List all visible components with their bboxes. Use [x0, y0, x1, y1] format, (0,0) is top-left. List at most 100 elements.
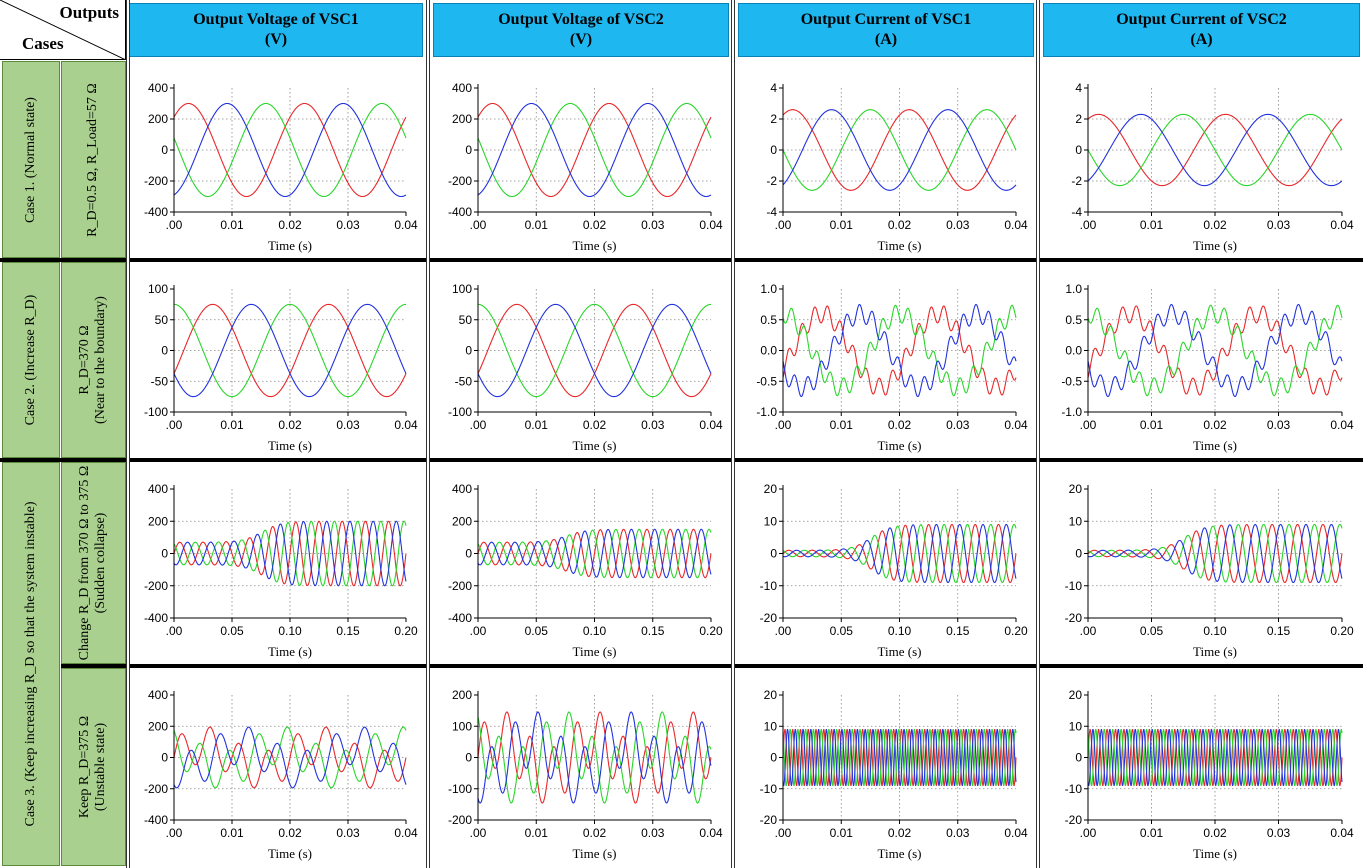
- y-tick-label: 50: [459, 313, 473, 327]
- corner-cell: Outputs Cases: [0, 0, 126, 60]
- case2-label: Case 2. (Increase R_D): [23, 294, 38, 426]
- series-line-green: [173, 102, 407, 198]
- case3a-subtitle-line1: Change R_D from 370 Ω to 375 Ω: [77, 465, 92, 661]
- x-tick-label: 0.03: [946, 218, 970, 232]
- x-tick-label: 0.02: [888, 826, 912, 840]
- y-tick-label: -100: [144, 405, 168, 419]
- x-tick-label: 0.02: [888, 218, 912, 232]
- series-line-blue: [782, 109, 1017, 191]
- series-line-red: [1087, 113, 1343, 187]
- series-line-red: [1087, 728, 1343, 787]
- x-tick-label: 0.04: [1004, 826, 1028, 840]
- series-line-blue: [173, 102, 407, 198]
- y-tick-label: -400: [144, 611, 168, 625]
- chart-vsc2-voltage-case2: 100 50 0 -50 -100.00 0.01 0.02 0.03 0.04 Time (s): [448, 282, 723, 453]
- grid: [478, 88, 711, 212]
- case3b-sub-cell: [61, 668, 126, 866]
- x-tick-label: 0.20: [699, 624, 723, 638]
- x-tick-label: 0.02: [583, 418, 607, 432]
- series-line-green: [1087, 728, 1343, 787]
- case2-sub-cell: [61, 262, 126, 458]
- x-tick-label: 0.03: [1267, 826, 1291, 840]
- x-axis-label: Time (s): [878, 238, 922, 253]
- x-tick-label: 0.03: [336, 218, 360, 232]
- x-tick-label: 0.01: [830, 218, 854, 232]
- series-line-red: [173, 726, 407, 789]
- x-axis-label: Time (s): [573, 438, 617, 453]
- y-tick-label: -20: [1065, 813, 1083, 827]
- x-tick-label: 0.02: [583, 218, 607, 232]
- series-line-green: [782, 109, 1017, 191]
- y-tick-label: 0.0: [760, 344, 777, 358]
- y-tick-label: 400: [452, 81, 472, 95]
- y-tick-label: 0: [465, 143, 472, 157]
- corner-cases-label: Cases: [22, 34, 64, 53]
- y-tick-label: 1.0: [760, 282, 777, 296]
- column-header-title: Output Current of VSC1: [800, 11, 972, 28]
- y-tick-label: -20: [1065, 611, 1083, 625]
- x-tick-label: .00: [166, 218, 183, 232]
- corner-diagonal: [0, 0, 126, 60]
- case3a-subtitle: Change R_D from 370 Ω to 375 Ω (Sudden c…: [77, 466, 109, 661]
- y-tick-label: 200: [452, 112, 472, 126]
- x-tick-label: .00: [1080, 826, 1097, 840]
- y-tick-label: 0: [465, 547, 472, 561]
- case2-subtitle-line2: (Near to the boundary): [93, 296, 108, 424]
- series-line-blue: [782, 303, 1017, 398]
- row-separator: [0, 458, 1363, 462]
- y-tick-label: -200: [144, 782, 168, 796]
- y-tick-label: 400: [148, 688, 168, 702]
- y-tick-label: 4: [770, 81, 777, 95]
- x-tick-label: 0.20: [1330, 624, 1354, 638]
- x-tick-label: .00: [166, 418, 183, 432]
- y-tick-label: 0: [465, 344, 472, 358]
- chart-vsc1-current-case1: 4 2 0 -2 -4.00 0.01 0.02 0.03 0.04 Time (s): [766, 81, 1028, 253]
- series-line-blue: [173, 520, 407, 587]
- y-tick-label: -10: [1065, 579, 1083, 593]
- series-line-green: [477, 528, 712, 579]
- series-line-red: [782, 109, 1017, 191]
- x-tick-label: 0.05: [830, 624, 854, 638]
- y-tick-label: 0: [770, 751, 777, 765]
- x-tick-label: 0.03: [1267, 218, 1291, 232]
- column-header-unit: (V): [264, 31, 288, 48]
- y-tick-label: 0: [161, 751, 168, 765]
- case3b-subtitle-line2: (Unstable state): [93, 722, 108, 812]
- x-tick-label: 0.04: [1004, 218, 1028, 232]
- y-tick-label: 100: [452, 719, 472, 733]
- y-tick-label: 0: [1075, 143, 1082, 157]
- x-axis-label: Time (s): [1193, 644, 1237, 659]
- grid: [478, 289, 711, 412]
- y-tick-label: -10: [760, 782, 778, 796]
- x-axis-label: Time (s): [1193, 438, 1237, 453]
- x-axis-label: Time (s): [268, 846, 312, 861]
- y-tick-label: -200: [448, 174, 472, 188]
- series-line-blue: [1087, 113, 1343, 187]
- y-tick-label: 0: [1075, 547, 1082, 561]
- series-line-blue: [173, 303, 407, 398]
- x-tick-label: .00: [470, 826, 487, 840]
- case1-cell: [2, 61, 60, 258]
- series-line-red: [782, 305, 1017, 396]
- x-tick-label: 0.01: [1140, 218, 1164, 232]
- y-tick-label: -20: [760, 813, 778, 827]
- grid: [1088, 289, 1342, 412]
- series-line-blue: [1087, 303, 1343, 398]
- series-line-red: [173, 102, 407, 198]
- chart-vsc2-current-case2: 1.0 0.5 0.0 -0.5 -1.0.00 0.01 0.02 0.03 0.04 Time…: [1061, 282, 1354, 453]
- x-tick-label: .00: [1080, 418, 1097, 432]
- x-tick-label: 0.04: [1004, 418, 1028, 432]
- series-line-blue: [1087, 523, 1343, 584]
- x-tick-label: 0.04: [394, 218, 418, 232]
- row-separator: [0, 258, 1363, 262]
- y-tick-label: -200: [448, 813, 472, 827]
- series-line-red: [477, 528, 712, 579]
- y-tick-label: 50: [155, 313, 169, 327]
- y-tick-label: -2: [766, 174, 777, 188]
- series-line-red: [782, 728, 1017, 787]
- y-tick-label: -50: [151, 374, 169, 388]
- case3b-subtitle-line1: Keep R_D=375 Ω: [77, 715, 92, 819]
- series-line-blue: [782, 523, 1017, 584]
- chart-vsc1-voltage-case3b: 400 200 0 -200 -400.00 0.01 0.02 0.03 0.04 Time (…: [144, 688, 418, 861]
